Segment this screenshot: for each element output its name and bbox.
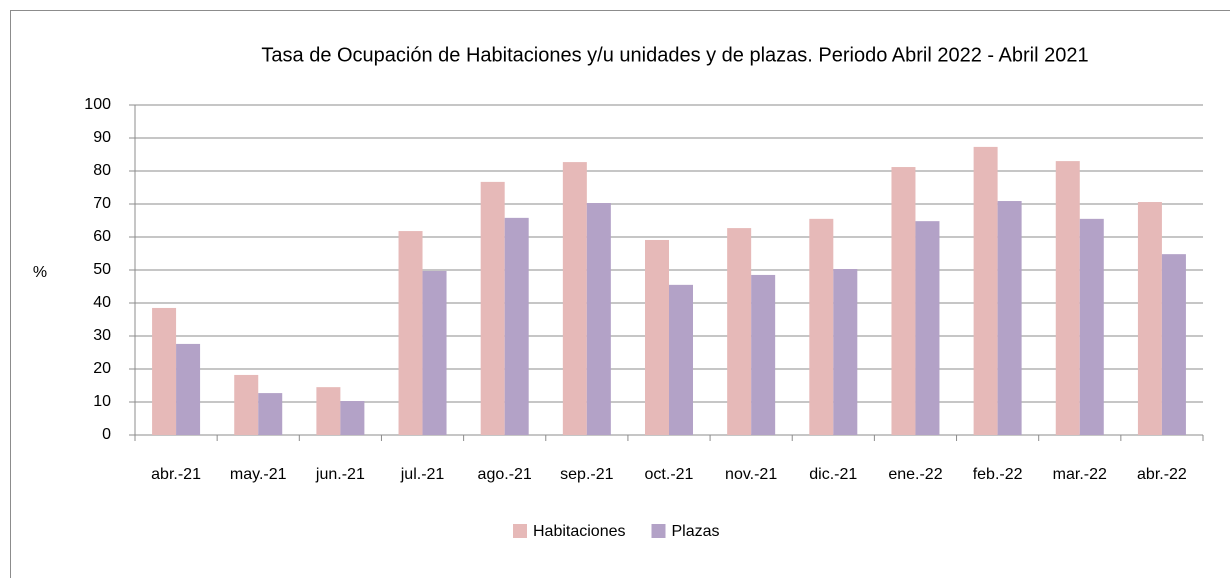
- bar: [399, 231, 423, 435]
- y-tick-label: 30: [93, 327, 111, 344]
- x-tick-label: sep.-21: [560, 466, 613, 483]
- y-tick-label: 20: [93, 360, 111, 377]
- chart-frame: [11, 11, 1230, 579]
- bar: [974, 147, 998, 435]
- legend-label: Plazas: [672, 523, 720, 540]
- legend-swatch: [652, 524, 666, 538]
- bar: [891, 167, 915, 435]
- y-tick-label: 70: [93, 195, 111, 212]
- bar: [998, 201, 1022, 435]
- x-tick-label: jul.-21: [400, 466, 445, 483]
- bar: [915, 221, 939, 435]
- x-tick-label: abr.-21: [151, 466, 201, 483]
- y-tick-label: 60: [93, 228, 111, 245]
- x-tick-label: feb.-22: [973, 466, 1023, 483]
- bar: [1162, 254, 1186, 435]
- bar: [587, 203, 611, 435]
- bar: [152, 308, 176, 435]
- y-tick-label: 10: [93, 393, 111, 410]
- y-tick-label: 90: [93, 129, 111, 146]
- legend-swatch: [513, 524, 527, 538]
- bar: [423, 271, 447, 435]
- bar: [1138, 202, 1162, 435]
- bar: [176, 344, 200, 435]
- x-tick-label: dic.-21: [809, 466, 857, 483]
- bar: [751, 275, 775, 435]
- bar: [645, 240, 669, 435]
- x-tick-label: ene.-22: [888, 466, 942, 483]
- bar: [833, 269, 857, 435]
- x-tick-label: abr.-22: [1137, 466, 1187, 483]
- x-tick-label: mar.-22: [1053, 466, 1107, 483]
- x-tick-label: may.-21: [230, 466, 287, 483]
- bar: [809, 219, 833, 435]
- y-axis-label: %: [33, 264, 47, 281]
- y-tick-label: 0: [102, 426, 111, 443]
- bar: [1080, 219, 1104, 435]
- x-tick-label: oct.-21: [645, 466, 694, 483]
- bar: [234, 375, 258, 435]
- bar: [727, 228, 751, 435]
- legend-label: Habitaciones: [533, 523, 626, 540]
- y-tick-label: 80: [93, 162, 111, 179]
- bar: [1056, 161, 1080, 435]
- x-tick-label: nov.-21: [725, 466, 777, 483]
- x-tick-label: ago.-21: [478, 466, 532, 483]
- bar: [669, 285, 693, 435]
- y-tick-label: 100: [84, 96, 111, 113]
- bar: [258, 393, 282, 435]
- bar: [316, 387, 340, 435]
- bar: [563, 162, 587, 435]
- bar: [505, 218, 529, 435]
- x-tick-label: jun.-21: [315, 466, 365, 483]
- y-tick-label: 50: [93, 261, 111, 278]
- y-tick-label: 40: [93, 294, 111, 311]
- bar: [481, 182, 505, 435]
- chart-title: Tasa de Ocupación de Habitaciones y/u un…: [261, 44, 1088, 66]
- bar: [340, 401, 364, 435]
